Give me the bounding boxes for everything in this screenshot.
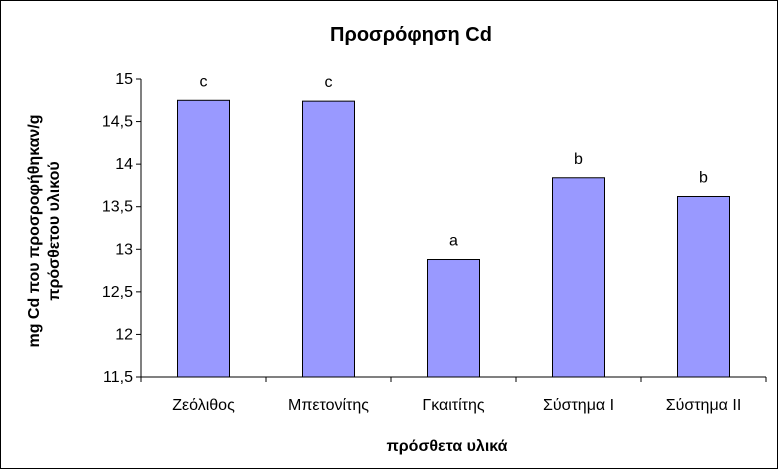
significance-label: b [574,151,583,168]
significance-label: a [449,233,458,250]
y-tick-label: 15 [115,71,133,88]
y-tick-label: 11,5 [103,369,133,386]
y-tick-label: 13 [115,241,133,258]
y-tick-label: 12 [115,326,133,343]
x-category-label: Ζεόλιθος [172,397,235,414]
significance-label: c [200,73,208,90]
significance-label: c [325,74,333,91]
y-tick-label: 12,5 [102,284,133,301]
bar [427,259,480,378]
y-axis-title-line-1: mg Cd που προσροφήθηκαν/g [26,114,43,347]
x-axis-title: πρόσθετα υλικά [387,438,508,455]
x-category-label: Σύστημα ΙΙ [666,397,742,414]
chart-title: Προσρόφηση Cd [330,24,492,46]
y-tick-label: 14 [115,156,133,173]
plot-area: 11,5 12 12,5 13 13,5 14 14,5 15 c Ζεόλιθος c Μπετον… [102,71,767,414]
bar [677,195,730,378]
bar [302,100,355,378]
y-tick-label: 14,5 [102,114,133,131]
x-category-label: Γκαιτίτης [422,397,485,414]
bar [177,99,230,378]
bar [552,177,605,378]
significance-label: b [699,169,708,186]
y-axis-title: mg Cd που προσροφήθηκαν/g πρόσθετου υλικ… [26,114,63,347]
x-category-label: Σύστημα Ι [543,397,614,414]
y-axis-title-line-2: πρόσθετου υλικού [46,161,63,300]
x-category-label: Μπετονίτης [288,397,369,414]
y-tick-label: 13,5 [102,199,133,216]
